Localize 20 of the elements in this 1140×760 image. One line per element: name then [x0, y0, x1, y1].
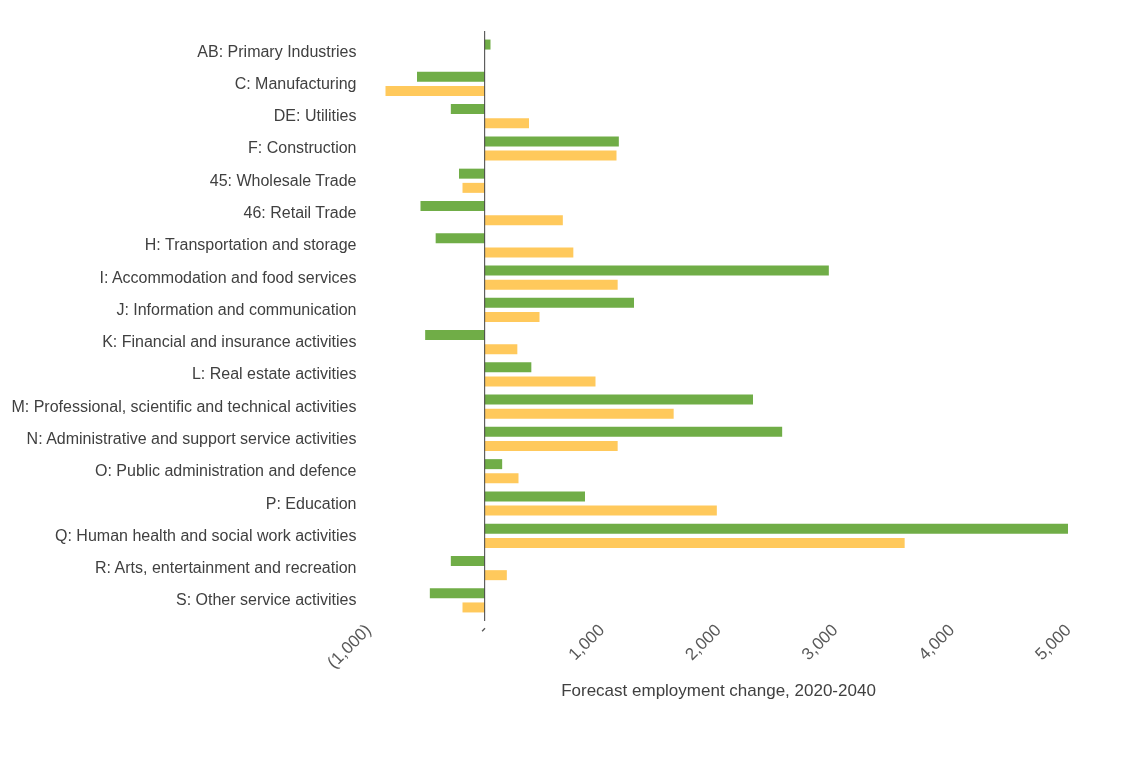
y-tick-label: S: Other service activities [176, 591, 357, 609]
x-axis-title: Forecast employment change, 2020-2040 [561, 681, 876, 701]
y-tick-label: R: Arts, entertainment and recreation [95, 559, 357, 577]
y-tick-label: F: Construction [248, 139, 357, 157]
y-tick-label: 45: Wholesale Trade [209, 171, 357, 189]
y-tick-label: Q: Human health and social work activities [55, 526, 357, 544]
y-tick-label: H: Transportation and storage [144, 236, 357, 254]
y-tick-label: AB: Primary Industries [197, 42, 357, 60]
y-tick-label: C: Manufacturing [234, 74, 357, 92]
y-tick-label: N: Administrative and support service activities [26, 429, 357, 447]
y-tick-label: 46: Retail Trade [243, 204, 357, 222]
y-tick-label: DE: Utilities [273, 107, 357, 125]
y-tick-label: L: Real estate activities [191, 365, 357, 383]
y-tick-label: M: Professional, scientific and technical activities [11, 397, 357, 415]
x-tick-label: - [474, 620, 492, 638]
y-tick-label: P: Education [265, 494, 357, 512]
y-tick-label: I: Accommodation and food services [99, 268, 357, 286]
y-tick-label: K: Financial and insurance activities [102, 333, 357, 351]
y-tick-label: O: Public administration and defence [95, 462, 357, 480]
y-tick-label: J: Information and communication [116, 300, 357, 318]
